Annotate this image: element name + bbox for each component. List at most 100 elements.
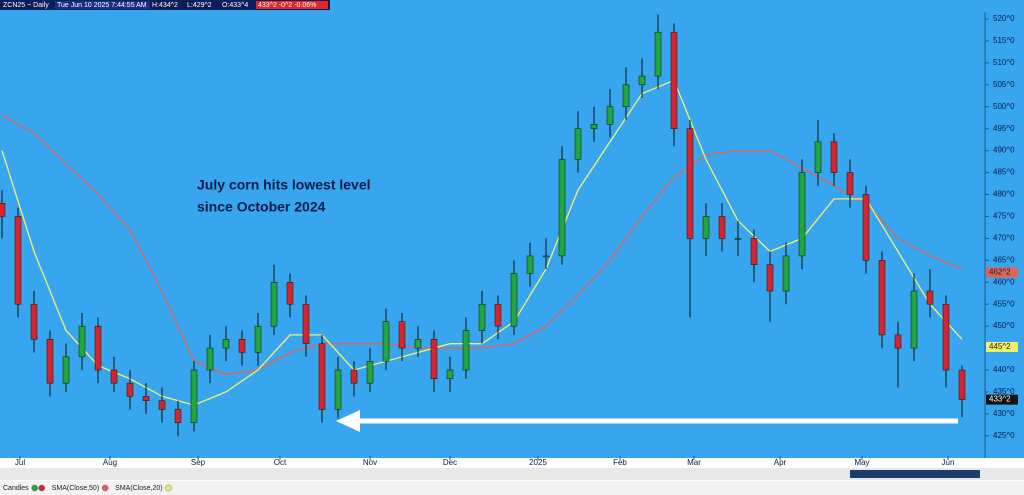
candle-body [46,339,54,384]
y-tick-label: 425^0 [993,431,1015,440]
x-tick-label: May [854,458,869,467]
candle-body [686,128,694,239]
candle-body [254,325,262,353]
candle-body [910,290,918,349]
scrollbar[interactable] [0,468,1024,480]
change-box [256,1,328,9]
legend-label: SMA(Close,50) [52,485,99,492]
price-tag [986,394,1018,405]
candle-body [238,339,246,353]
x-tick-label: Jun [942,458,955,467]
candle-body [366,360,374,384]
candle-body [590,124,598,129]
candle-body [574,128,582,160]
price-tag [986,267,1018,278]
candle-body [350,369,358,384]
candle-body [766,264,774,292]
candle-body [718,216,726,239]
y-tick-label: 465^0 [993,255,1015,264]
candle-body [830,141,838,173]
candle-body [62,356,70,384]
x-tick-label: Apr [774,458,787,467]
candle-body [494,303,502,327]
candle-body [782,255,790,292]
candle-body [446,369,454,380]
y-tick-label: 450^0 [993,321,1015,330]
candle-body [846,172,854,195]
candle-body [30,303,38,340]
candle-body [542,255,550,258]
candle-body [126,382,134,397]
candle-body [702,216,710,239]
y-tick-label: 520^0 [993,14,1015,23]
quote-open: O:433^4 [222,2,248,9]
candle-body [190,369,198,423]
y-tick-label: 480^0 [993,190,1015,199]
candle-body [926,290,934,305]
candle-body [78,325,86,358]
candle-body [558,159,566,257]
candle-body [606,106,614,125]
y-tick-label: 485^0 [993,168,1015,177]
scroll-thumb[interactable] [850,470,980,478]
candle-body [302,303,310,344]
annotation: since October 2024 [197,199,326,215]
x-tick-label: Dec [443,458,457,467]
candle-body [14,216,22,305]
x-tick-label: Jul [15,458,25,467]
x-tick-label: Mar [687,458,701,467]
y-tick-label: 475^0 [993,212,1015,221]
y-tick-label: 505^0 [993,80,1015,89]
candle-body [206,347,214,371]
y-tick-label: 490^0 [993,146,1015,155]
legend-label: Candles [3,485,29,492]
price-tag [986,341,1018,352]
candle-body [862,194,870,261]
candle-body [430,339,438,380]
candle-body [382,321,390,362]
candle-body [110,369,118,384]
x-tick-label: 2025 [529,458,547,467]
candle-body [670,31,678,129]
candle-body [398,321,406,349]
legend-label: SMA(Close,20) [115,485,162,492]
y-tick-label: 460^0 [993,277,1015,286]
candle-body [142,396,150,401]
candle-body [894,334,902,349]
timestamp: Tue Jun 10 2025 7:44:55 AM [57,2,147,9]
candle-body [334,369,342,410]
y-tick-label: 495^0 [993,124,1015,133]
plot-background [0,0,1024,458]
candle-body [414,339,422,349]
legend-swatch [165,484,172,492]
candle-body [0,203,6,217]
candle-body [958,369,966,400]
quote-high: H:434^2 [152,2,178,9]
timestamp-box [55,1,150,9]
candle-body [270,282,278,327]
candle-body [654,31,662,77]
price-tag-label: 445^2 [989,342,1011,351]
legend-bar [0,481,1024,495]
x-tick-label: Feb [613,458,627,467]
quote-low: L:429^2 [187,2,212,9]
y-tick-label: 455^0 [993,299,1015,308]
annotation: July corn hits lowest level [197,177,371,193]
y-tick-label: 430^0 [993,409,1015,418]
candle-body [222,339,230,349]
arrow-head [336,410,360,432]
candle-body [318,343,326,410]
x-tick-label: Sep [191,458,206,467]
candle-body [622,84,630,108]
candle-body [510,273,518,327]
candle-body [174,409,182,423]
candle-body [94,325,102,371]
candle-body [462,330,470,371]
x-tick-label: Nov [363,458,377,467]
candle-body [878,260,886,336]
change: 433^2 -0^2 -0.06% [258,2,316,9]
candle-body [638,75,646,86]
price-tag-label: 433^2 [989,395,1011,404]
legend-swatch [101,484,109,492]
